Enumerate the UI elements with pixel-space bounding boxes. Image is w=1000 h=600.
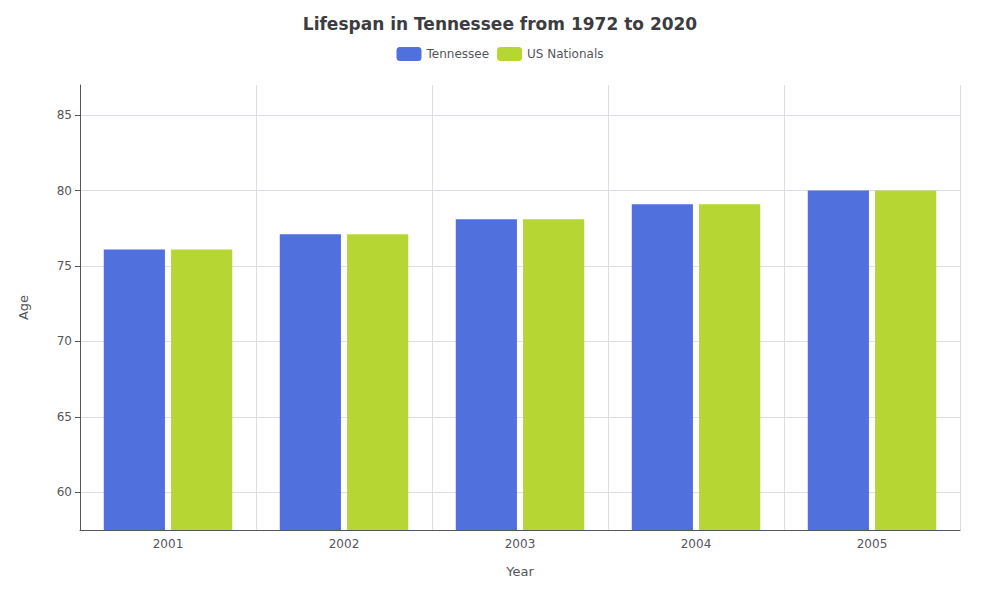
svg-text:Year: Year [505, 564, 534, 579]
svg-text:65: 65 [57, 410, 72, 424]
svg-text:Tennessee: Tennessee [425, 47, 489, 61]
svg-text:Age: Age [16, 295, 31, 320]
svg-text:Lifespan in Tennessee from 197: Lifespan in Tennessee from 1972 to 2020 [303, 14, 698, 34]
svg-text:2005: 2005 [857, 537, 888, 551]
svg-text:80: 80 [57, 184, 72, 198]
svg-text:US Nationals: US Nationals [527, 47, 603, 61]
svg-text:2004: 2004 [681, 537, 712, 551]
svg-text:2002: 2002 [329, 537, 360, 551]
svg-text:85: 85 [57, 108, 72, 122]
svg-text:75: 75 [57, 259, 72, 273]
svg-text:2001: 2001 [153, 537, 184, 551]
svg-text:70: 70 [57, 334, 72, 348]
svg-text:60: 60 [57, 485, 72, 499]
svg-text:2003: 2003 [505, 537, 536, 551]
